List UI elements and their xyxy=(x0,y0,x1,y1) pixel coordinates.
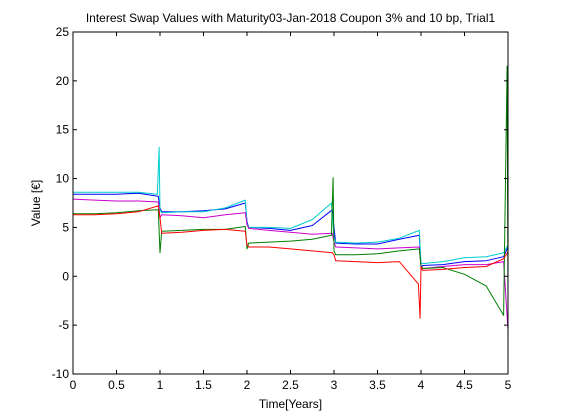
chart-title: Interest Swap Values with Maturity03-Jan… xyxy=(86,11,496,25)
x-tick-label: 0 xyxy=(70,378,77,392)
y-tick-label: 15 xyxy=(56,123,70,137)
x-tick-label: 0.5 xyxy=(108,378,125,392)
y-tick-label: 5 xyxy=(62,220,69,234)
x-axis-title: Time[Years] xyxy=(259,397,322,411)
y-tick-label: 20 xyxy=(56,74,70,88)
x-axis: 0 0.5 1 1.5 2 2.5 3 3.5 4 4.5 5 xyxy=(70,32,512,392)
y-tick-label: 25 xyxy=(56,25,70,39)
y-axis: -10 -5 0 5 10 15 20 25 xyxy=(52,25,508,381)
x-tick-label: 5 xyxy=(505,378,512,392)
x-tick-label: 2 xyxy=(244,378,251,392)
y-tick-label: 0 xyxy=(62,269,69,283)
y-tick-label: -5 xyxy=(58,318,69,332)
x-tick-label: 4 xyxy=(418,378,425,392)
y-tick-label: 10 xyxy=(56,172,70,186)
x-tick-label: 2.5 xyxy=(282,378,299,392)
x-tick-label: 1 xyxy=(157,378,164,392)
series-layer xyxy=(72,65,509,331)
plot-area xyxy=(73,32,508,374)
series-line-4 xyxy=(73,65,509,316)
x-tick-label: 3.5 xyxy=(369,378,386,392)
x-tick-label: 1.5 xyxy=(195,378,212,392)
y-tick-label: -10 xyxy=(52,367,70,381)
series-line-5 xyxy=(73,205,509,319)
series-line-2 xyxy=(73,146,509,265)
x-tick-label: 4.5 xyxy=(456,378,473,392)
y-axis-title: Value [€] xyxy=(29,180,43,226)
x-tick-label: 3 xyxy=(331,378,338,392)
